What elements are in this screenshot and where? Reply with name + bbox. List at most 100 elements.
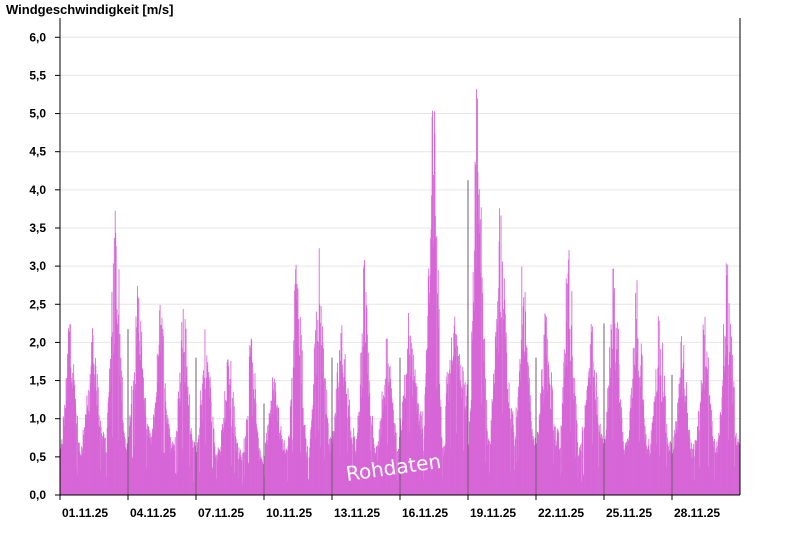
data-bar <box>194 442 195 495</box>
data-bar <box>288 437 290 495</box>
data-bar <box>369 393 371 495</box>
y-tick-label: 3,0 <box>29 259 46 273</box>
data-bar <box>578 454 580 495</box>
data-bar <box>597 396 599 495</box>
data-bar <box>523 351 525 495</box>
data-bar <box>212 467 213 495</box>
data-bar <box>521 266 523 495</box>
data-bar <box>682 362 684 495</box>
data-bar <box>154 408 156 495</box>
data-bar <box>359 411 361 495</box>
data-bar <box>537 431 539 495</box>
data-bar <box>200 390 202 495</box>
data-bar <box>329 444 331 495</box>
data-bar <box>159 304 161 495</box>
data-bar <box>63 425 65 495</box>
data-bar <box>198 435 200 495</box>
data-bar <box>632 348 634 495</box>
data-bar <box>476 89 477 495</box>
data-bar <box>666 423 668 495</box>
data-bar <box>177 431 178 495</box>
data-bar <box>149 433 151 495</box>
data-bar <box>260 456 262 495</box>
data-bar <box>131 457 133 495</box>
data-bar <box>583 474 585 495</box>
data-bar <box>252 373 254 495</box>
data-bar <box>96 374 98 495</box>
data-bar <box>99 426 101 495</box>
data-bar <box>418 420 420 495</box>
data-bar <box>302 408 304 495</box>
data-bar <box>230 361 232 495</box>
data-bar <box>64 407 66 495</box>
data-bar <box>524 355 526 495</box>
data-bar <box>113 237 115 495</box>
data-bar <box>391 402 393 495</box>
data-bar <box>243 438 245 495</box>
data-bar <box>509 407 510 495</box>
data-bar <box>146 424 148 495</box>
data-bar <box>236 451 238 495</box>
data-bar <box>269 416 271 495</box>
data-bar <box>244 451 246 495</box>
data-bar <box>67 353 68 495</box>
data-bar <box>618 328 620 495</box>
data-bar <box>510 419 511 495</box>
data-bar <box>238 452 240 495</box>
data-bar <box>297 288 299 495</box>
data-bar <box>705 366 707 495</box>
data-bar <box>199 427 201 495</box>
data-bar <box>633 347 635 495</box>
data-bar <box>148 430 150 495</box>
data-bar <box>88 414 90 495</box>
data-bar <box>727 364 729 495</box>
data-bar <box>217 447 219 495</box>
data-bar <box>509 408 511 495</box>
data-bar <box>373 437 374 495</box>
data-bar <box>386 377 388 495</box>
data-bar <box>552 430 554 495</box>
data-bar <box>596 419 598 495</box>
data-bar <box>404 375 406 495</box>
data-bar <box>90 365 92 495</box>
data-bar <box>576 420 578 495</box>
data-bar <box>268 412 270 495</box>
data-bar <box>713 440 714 495</box>
data-bar <box>611 329 612 495</box>
data-bar <box>253 398 255 495</box>
data-bar <box>355 451 357 495</box>
data-bar <box>560 425 562 495</box>
data-bar <box>646 454 648 495</box>
data-bar <box>529 402 531 495</box>
data-bar <box>272 413 274 495</box>
data-bar <box>640 365 642 495</box>
data-bar <box>704 335 705 495</box>
data-bar <box>161 450 162 495</box>
data-bar <box>482 293 484 495</box>
data-bar <box>588 368 590 495</box>
data-bar <box>666 437 668 495</box>
data-bar <box>662 342 663 495</box>
data-bar <box>681 368 683 495</box>
data-bar <box>449 359 451 495</box>
data-bar <box>688 434 690 495</box>
data-bar <box>391 398 393 495</box>
data-bar <box>513 445 515 495</box>
data-bar <box>119 333 121 495</box>
data-bar <box>282 451 284 495</box>
data-bar <box>655 444 657 495</box>
data-bar <box>695 440 697 495</box>
data-bar <box>502 261 503 495</box>
y-tick-label: 4,5 <box>29 145 46 159</box>
data-bar <box>702 324 704 495</box>
data-bar <box>241 460 243 495</box>
data-bar <box>493 390 495 495</box>
data-bar <box>477 194 479 495</box>
data-bar <box>112 263 114 495</box>
data-bar <box>274 382 276 495</box>
data-bar <box>91 341 93 495</box>
data-bar <box>340 361 341 495</box>
data-bar <box>548 377 550 495</box>
data-bar <box>97 404 99 495</box>
data-bar <box>645 445 646 495</box>
